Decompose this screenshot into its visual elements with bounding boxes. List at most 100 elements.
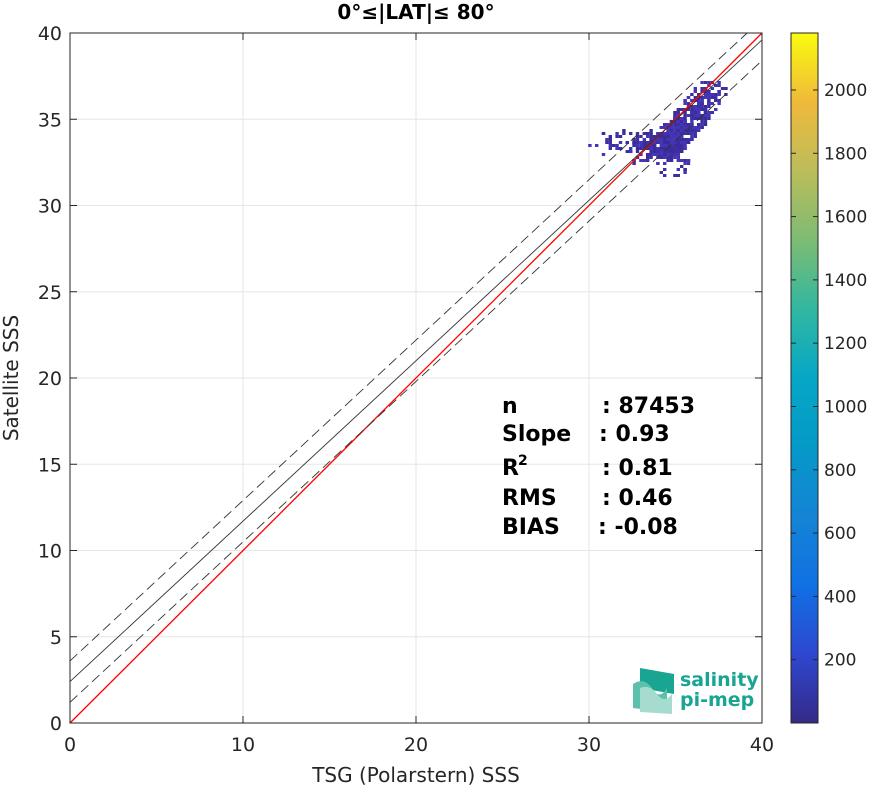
density-cell	[680, 120, 684, 123]
density-cell	[635, 150, 640, 153]
density-cell	[652, 153, 657, 156]
density-cell	[635, 144, 640, 147]
density-cell	[652, 144, 657, 147]
density-cell	[649, 135, 653, 138]
density-cell	[683, 120, 687, 123]
density-cell	[690, 138, 694, 141]
density-cell	[632, 144, 636, 147]
density-cell	[680, 138, 684, 141]
density-cell	[697, 93, 701, 96]
density-cell	[707, 102, 711, 105]
density-cell	[690, 114, 694, 117]
density-cell	[608, 141, 612, 144]
density-cell	[693, 132, 697, 135]
density-cell	[601, 153, 606, 156]
density-cell	[656, 162, 660, 165]
density-cell	[669, 123, 674, 126]
density-cell	[690, 93, 694, 96]
y-axis-label: Satellite SSS	[0, 315, 23, 441]
density-cell	[700, 105, 704, 108]
density-cell	[669, 138, 674, 141]
density-cell	[656, 147, 660, 150]
density-cell	[656, 138, 660, 141]
salinity-pi-mep-logo: salinity pi-mep	[633, 668, 759, 714]
density-cell	[690, 123, 694, 126]
x-tick-label: 20	[404, 734, 428, 756]
colorbar-tick-label: 1200	[824, 334, 867, 354]
density-cell	[622, 132, 626, 135]
density-cell	[646, 153, 650, 156]
density-cell	[588, 144, 592, 147]
density-cell	[656, 153, 660, 156]
density-cell	[639, 135, 643, 138]
stat-label: Slope	[502, 422, 571, 447]
density-cell	[673, 114, 677, 117]
density-cell	[710, 96, 714, 99]
colorbar-tick-label: 400	[824, 587, 856, 607]
density-cell	[683, 147, 687, 150]
density-cell	[697, 99, 701, 102]
density-cell	[683, 114, 687, 117]
density-cell	[693, 90, 697, 93]
density-cell	[676, 135, 680, 138]
density-cell	[676, 117, 680, 120]
density-cell	[693, 126, 697, 129]
chart-title: 0°≤|LAT|≤ 80°	[337, 0, 494, 24]
density-cell	[714, 93, 718, 96]
density-cell	[703, 105, 708, 108]
density-cell	[673, 120, 677, 123]
density-cell	[673, 117, 677, 120]
density-cell	[663, 150, 667, 153]
density-cell	[663, 141, 667, 144]
density-cell	[700, 90, 704, 93]
density-cell	[652, 141, 657, 144]
density-cell	[686, 108, 691, 111]
density-cell	[693, 108, 697, 111]
x-tick-label: 0	[64, 734, 76, 756]
regression-minus-2sigma-line	[69, 60, 763, 703]
density-cell	[663, 168, 667, 171]
density-cell	[669, 144, 674, 147]
density-cell	[629, 132, 633, 135]
density-cell	[676, 111, 680, 114]
density-cell	[676, 123, 680, 126]
density-cell	[666, 123, 670, 126]
density-cell	[656, 150, 660, 153]
stat-value: : -0.08	[598, 515, 678, 540]
density-cell	[635, 132, 640, 135]
density-cell	[686, 138, 691, 141]
density-cell	[673, 138, 677, 141]
density-cell	[659, 144, 663, 147]
density-cell	[676, 144, 680, 147]
density-cell	[652, 135, 657, 138]
density-cell	[673, 111, 677, 114]
density-cell	[659, 138, 663, 141]
density-cell	[700, 126, 704, 129]
density-cell	[673, 147, 677, 150]
colorbar-tick-label: 800	[824, 461, 856, 481]
density-cell	[683, 159, 687, 162]
density-cell	[703, 114, 708, 117]
density-cell	[697, 111, 701, 114]
density-cell	[673, 150, 677, 153]
density-cell	[690, 117, 694, 120]
density-cell	[676, 168, 680, 171]
density-cell	[676, 141, 680, 144]
density-cell	[693, 114, 697, 117]
density-cell	[659, 135, 663, 138]
density-cell	[693, 135, 697, 138]
density-cell	[639, 141, 643, 144]
density-cell	[666, 132, 670, 135]
density-cell	[697, 102, 701, 105]
density-cells	[588, 81, 728, 177]
density-cell	[710, 102, 714, 105]
density-cell	[649, 156, 653, 159]
x-axis-ticks: 0 10 20 30 40	[64, 33, 774, 756]
density-cell	[700, 114, 704, 117]
x-tick-label: 30	[577, 734, 601, 756]
density-cell	[622, 129, 626, 132]
density-cell	[615, 132, 619, 135]
density-cell	[656, 141, 660, 144]
density-cell	[697, 105, 701, 108]
